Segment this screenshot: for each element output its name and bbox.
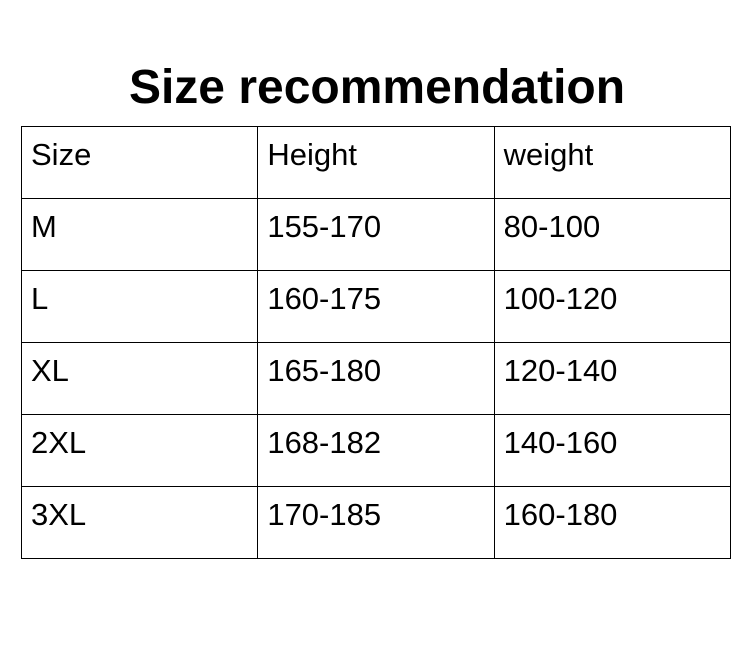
table-cell: 165-180 [257,342,495,415]
table-row: L 160-175 100-120 [20,270,732,343]
table-cell: 100-120 [493,270,732,343]
table-cell: 160-180 [493,486,732,559]
table-row: 2XL 168-182 140-160 [20,414,732,487]
table-cell: 170-185 [257,486,495,559]
table-cell: 168-182 [257,414,495,487]
table-cell: 155-170 [257,198,495,271]
header-cell: Size [20,126,259,199]
table-cell: 140-160 [493,414,732,487]
table-cell: M [20,198,259,271]
table-cell: 120-140 [493,342,732,415]
header-cell: Height [257,126,495,199]
table-cell: XL [20,342,259,415]
table-cell: 2XL [20,414,259,487]
table-row: 3XL 170-185 160-180 [20,486,732,559]
table-cell: L [20,270,259,343]
table-row: M 155-170 80-100 [20,198,732,271]
header-cell: weight [493,126,732,199]
table-header-row: Size Height weight [20,126,732,199]
page-title: Size recommendation [128,61,626,114]
table-cell: 3XL [20,486,259,559]
table-row: XL 165-180 120-140 [20,342,732,415]
size-table: Size Height weight M 155-170 80-100 L 16… [20,126,732,559]
table-cell: 80-100 [493,198,732,271]
table-cell: 160-175 [257,270,495,343]
